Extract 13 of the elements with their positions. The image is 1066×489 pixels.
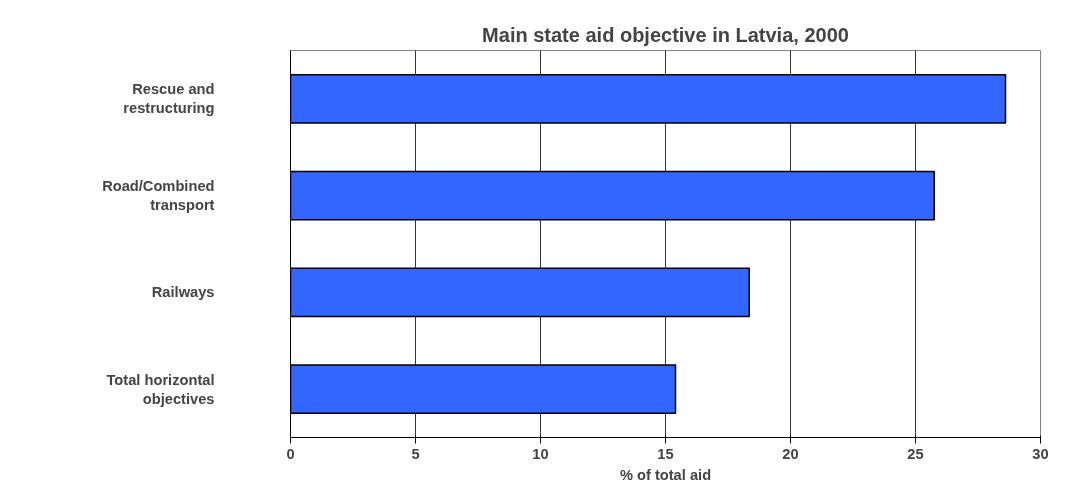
x-tick-label: 5 [411,445,420,462]
x-tick-label: 10 [532,445,549,462]
y-tick-label: Total horizontal objectives [106,371,215,407]
x-tick-label: 20 [782,445,799,462]
chart-title: Main state aid objective in Latvia, 2000 [482,23,849,46]
y-tick-label: Rescue and restructuring [123,81,215,117]
x-tick-label: 30 [1032,445,1049,462]
y-tick-label: Railways [151,284,215,301]
x-axis-title: % of total aid [619,466,712,483]
x-tick-label: 15 [657,445,674,462]
x-tick-label: 25 [907,445,924,462]
x-tick-label: 0 [286,445,295,462]
y-tick-label: Road/Combined transport [102,178,215,214]
